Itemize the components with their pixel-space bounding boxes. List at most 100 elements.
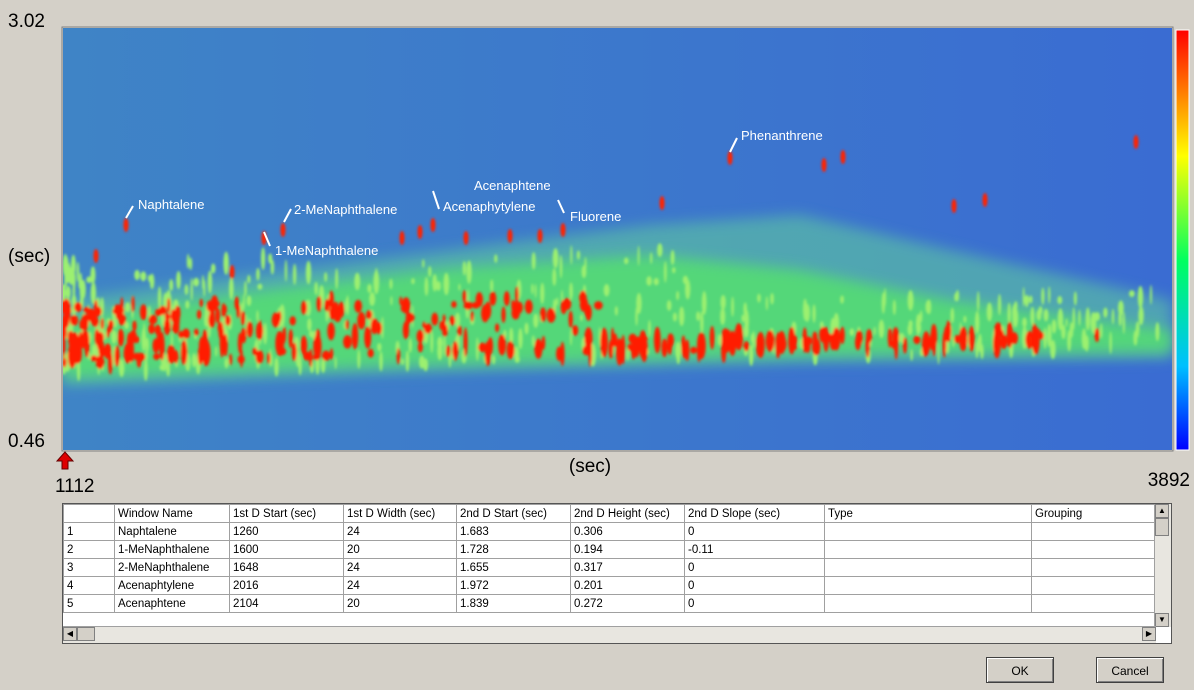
table-cell: 1.655 <box>457 559 571 577</box>
peak-spot <box>406 311 410 329</box>
x-end-label: 3892 <box>1148 470 1190 491</box>
peak-spot <box>538 229 543 243</box>
peak-spot <box>1118 310 1122 326</box>
peak-spot <box>916 314 921 335</box>
peak-spot <box>819 327 827 343</box>
peak-spot <box>199 337 206 355</box>
peak-spot <box>729 331 736 356</box>
annotation: Acenaphtene <box>474 178 551 193</box>
peak-spot <box>1123 312 1125 334</box>
peak-spot <box>182 329 190 339</box>
peak-spot <box>343 335 352 348</box>
peak-spot <box>243 294 245 310</box>
peak-spot <box>134 270 140 280</box>
peak-spot <box>292 343 297 362</box>
peak-spot <box>1030 307 1034 326</box>
peak-spot <box>106 327 109 338</box>
peak-spot <box>90 266 95 283</box>
peak-spot <box>696 311 700 321</box>
scroll-down[interactable]: ▼ <box>1155 613 1169 627</box>
peak-spot <box>681 335 685 356</box>
peak-spot <box>79 319 86 330</box>
peak-spot <box>401 358 404 365</box>
peak-spot <box>1044 309 1049 322</box>
horizontal-scrollbar[interactable]: ◀ ▶ <box>63 626 1156 643</box>
ok-button[interactable]: OK <box>986 657 1054 683</box>
peak-spot <box>108 352 113 375</box>
peak-spot <box>443 273 449 295</box>
peak-spot <box>437 342 442 360</box>
peak-spot <box>775 332 780 358</box>
peak-spot <box>952 199 957 213</box>
scroll-thumb[interactable] <box>77 627 95 641</box>
column-header: Window Name <box>115 505 230 523</box>
peak-spot <box>142 328 147 352</box>
peak-spot <box>1138 286 1143 309</box>
peak-spot <box>274 357 278 376</box>
peak-spot <box>856 330 863 346</box>
peak-spot <box>176 271 181 289</box>
peak-spot <box>676 291 679 300</box>
peak-spot <box>137 353 146 362</box>
peak-spot <box>654 327 661 354</box>
peak-spot <box>444 333 446 357</box>
peak-spot <box>187 254 190 269</box>
peak-spot <box>132 321 136 332</box>
table-cell: 2104 <box>230 595 344 613</box>
y-unit-label: (sec) <box>8 246 50 267</box>
table-cell: Acenaphtene <box>115 595 230 613</box>
peak-spot <box>552 268 556 286</box>
peak-spot <box>1039 306 1043 315</box>
table-cell: 24 <box>344 577 457 595</box>
peak-spot <box>1103 308 1107 318</box>
cancel-button[interactable]: Cancel <box>1096 657 1164 683</box>
peak-spot <box>646 276 652 286</box>
table-cell <box>825 595 1032 613</box>
peak-spot <box>615 306 618 315</box>
peak-spot <box>149 315 158 325</box>
peak-spot <box>969 326 975 352</box>
peak-spot <box>766 296 768 310</box>
vertical-scrollbar[interactable]: ▲ ▼ <box>1154 504 1171 627</box>
peak-spot <box>720 295 725 310</box>
table-cell <box>1032 523 1157 541</box>
peak-spot <box>140 304 147 320</box>
peak-spot <box>866 329 872 343</box>
start-marker-icon[interactable] <box>57 452 73 469</box>
table-cell: 20 <box>344 595 457 613</box>
peak-spot <box>125 302 130 313</box>
peak-spot <box>208 270 212 293</box>
scroll-thumb[interactable] <box>1155 518 1169 536</box>
table-cell <box>825 559 1032 577</box>
peak-spot <box>74 302 82 312</box>
scroll-right[interactable]: ▶ <box>1142 627 1156 641</box>
column-header: 1st D Start (sec) <box>230 505 344 523</box>
scroll-left[interactable]: ◀ <box>63 627 77 641</box>
table-cell: 1.683 <box>457 523 571 541</box>
row-index: 4 <box>64 577 115 595</box>
peak-spot <box>910 349 913 361</box>
table-cell: 2-MeNaphthalene <box>115 559 230 577</box>
peak-spot <box>553 248 559 268</box>
peak-spot <box>70 315 78 326</box>
column-header: 1st D Width (sec) <box>344 505 457 523</box>
peak-spot <box>317 296 322 312</box>
peak-spot <box>975 342 978 358</box>
peak-spot <box>175 312 180 327</box>
table-cell: 0.272 <box>571 595 685 613</box>
row-index: 5 <box>64 595 115 613</box>
peak-spot <box>1150 285 1152 305</box>
peak-spot <box>224 358 228 369</box>
peak-spot <box>998 294 1001 315</box>
scroll-up[interactable]: ▲ <box>1155 504 1169 518</box>
annotation: 2-MeNaphthalene <box>294 202 397 217</box>
peak-spot <box>822 158 827 172</box>
peak-spot <box>211 264 216 274</box>
peak-spot <box>1032 323 1037 352</box>
peak-spot <box>194 329 199 336</box>
